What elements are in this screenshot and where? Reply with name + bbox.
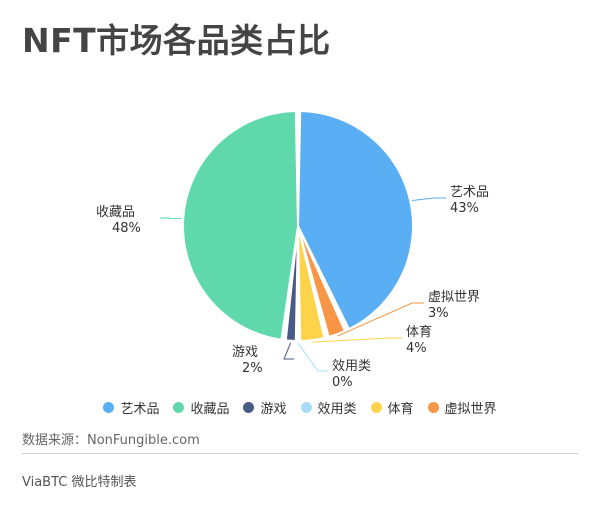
legend-label: 虚拟世界 [444, 402, 497, 417]
leader-line-3 [297, 342, 328, 372]
chart-legend: 艺术品 收藏品 游戏 效用类 体育 虚拟世界 [0, 398, 600, 417]
legend-dot-icon [427, 402, 439, 413]
legend-item[interactable]: 艺术品 [103, 398, 159, 417]
legend-dot-icon [173, 402, 185, 413]
legend-dot-icon [300, 402, 312, 413]
legend-item[interactable]: 收藏品 [173, 398, 229, 417]
legend-item[interactable]: 体育 [370, 398, 414, 417]
slice-percent-label: 2% [242, 361, 263, 376]
legend-dot-icon [243, 402, 255, 413]
slice-1 [297, 225, 346, 338]
slice-4 [284, 225, 299, 342]
legend-label: 收藏品 [190, 402, 230, 417]
slice-0 [297, 110, 414, 331]
slice-name-label: 虚拟世界 [428, 290, 480, 305]
legend-item[interactable]: 游戏 [243, 398, 287, 417]
leader-line-4 [283, 342, 294, 360]
slice-name-label: 游戏 [232, 345, 258, 360]
leader-line-5 [159, 217, 182, 220]
footer-credit: ViaBTC 微比特制表 [22, 475, 137, 490]
slice-percent-label: 0% [332, 375, 353, 390]
legend-dot-icon [103, 402, 115, 413]
slice-5 [182, 110, 299, 341]
legend-label: 游戏 [260, 402, 287, 417]
slice-name-label: 艺术品 [450, 185, 489, 200]
legend-label: 艺术品 [120, 402, 160, 417]
slice-percent-label: 48% [112, 221, 141, 236]
legend-dot-icon [370, 402, 382, 413]
page-title: NFT市场各品类占比 [22, 21, 331, 60]
divider [22, 453, 578, 454]
leader-line-1 [337, 302, 424, 337]
slice-percent-label: 43% [450, 201, 479, 216]
slice-percent-label: 4% [406, 341, 427, 356]
slice-name-label: 收藏品 [96, 205, 135, 220]
slice-percent-label: 3% [428, 306, 449, 321]
data-source: 数据来源：NonFungible.com [22, 433, 200, 448]
leader-line-0 [412, 197, 446, 201]
slice-name-label: 体育 [406, 324, 432, 340]
legend-item[interactable]: 效用类 [300, 398, 357, 417]
legend-label: 体育 [387, 402, 414, 417]
leader-line-2 [312, 337, 402, 343]
slice-2 [297, 225, 326, 342]
legend-label: 效用类 [317, 402, 357, 417]
slice-name-label: 效用类 [332, 359, 371, 374]
legend-item[interactable]: 虚拟世界 [427, 398, 497, 417]
